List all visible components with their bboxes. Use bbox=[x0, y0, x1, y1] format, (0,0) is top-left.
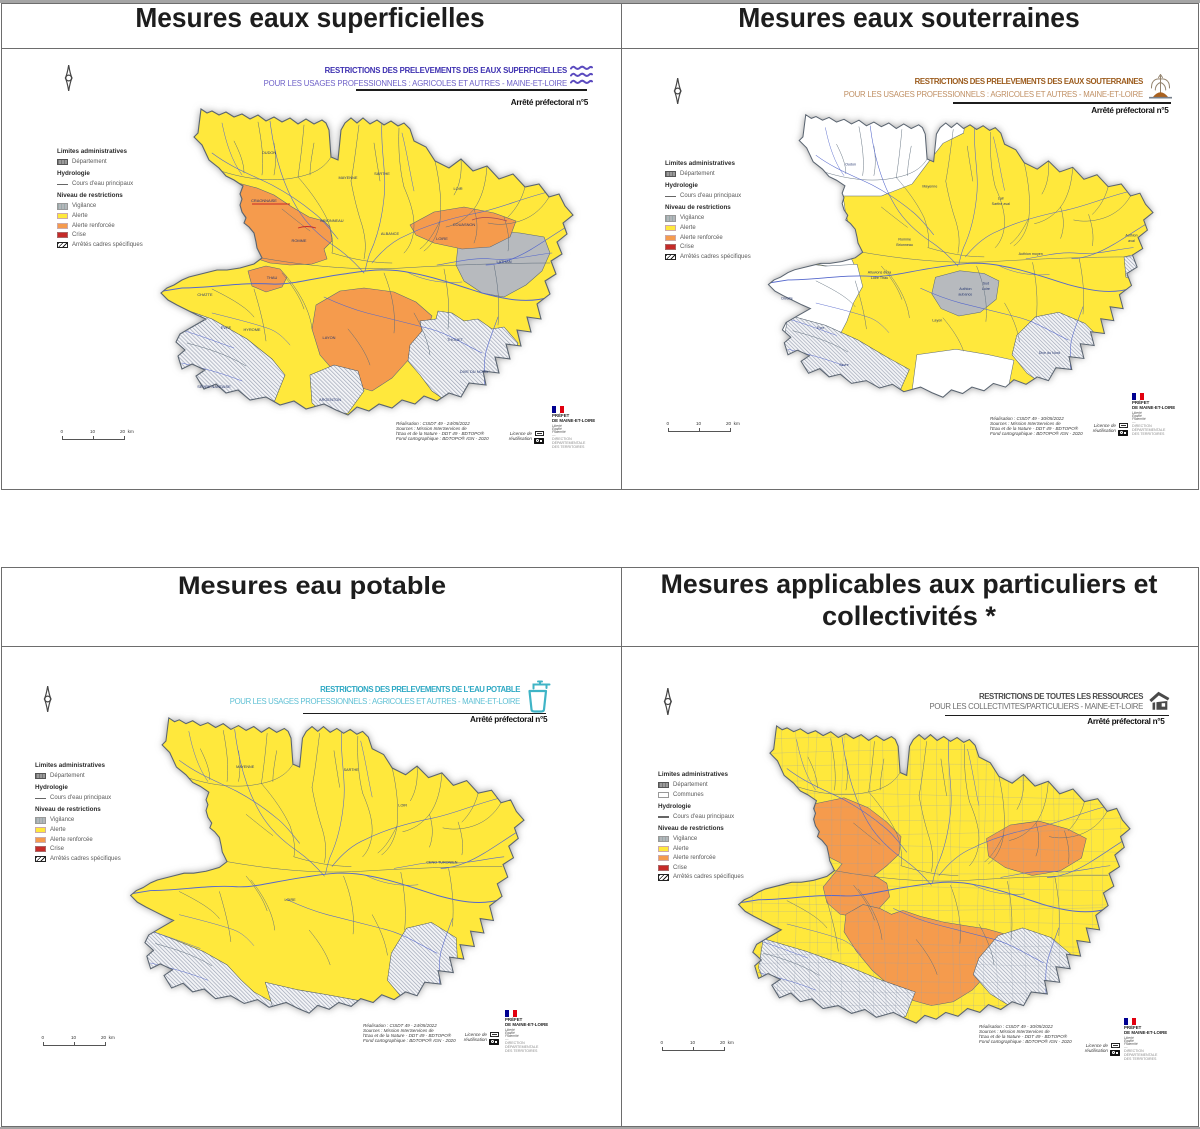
svg-text:Sevre: Sevre bbox=[839, 363, 848, 367]
svg-text:COUASNON: COUASNON bbox=[453, 222, 476, 227]
svg-text:EVRE: EVRE bbox=[221, 325, 232, 330]
svg-text:Loire Thau: Loire Thau bbox=[870, 276, 887, 280]
svg-text:SARTHE: SARTHE bbox=[374, 171, 390, 176]
svg-text:SEVRE NANTAISE: SEVRE NANTAISE bbox=[197, 384, 231, 389]
svg-text:Sarthe aval: Sarthe aval bbox=[991, 202, 1010, 206]
svg-text:Brionneau: Brionneau bbox=[896, 243, 913, 247]
svg-text:MAYENNE: MAYENNE bbox=[236, 765, 255, 769]
svg-text:Romme: Romme bbox=[898, 238, 911, 242]
svg-text:Divatte: Divatte bbox=[781, 297, 792, 301]
svg-text:ROMME: ROMME bbox=[292, 238, 307, 243]
svg-text:Evre: Evre bbox=[816, 326, 823, 330]
svg-text:Dive du Nord: Dive du Nord bbox=[1038, 351, 1059, 355]
svg-text:Sud: Sud bbox=[982, 282, 988, 286]
svg-text:Authion: Authion bbox=[959, 287, 971, 291]
svg-text:aubance: aubance bbox=[958, 293, 972, 297]
svg-text:CHATTE: CHATTE bbox=[197, 292, 213, 297]
svg-text:CENO TURONIEN: CENO TURONIEN bbox=[426, 861, 457, 865]
svg-text:SARTHE: SARTHE bbox=[343, 768, 359, 772]
svg-text:aval: aval bbox=[1128, 239, 1135, 243]
svg-text:LOIRE: LOIRE bbox=[436, 236, 448, 241]
svg-text:THAU: THAU bbox=[267, 275, 278, 280]
svg-text:LATHAN: LATHAN bbox=[496, 259, 511, 264]
svg-text:Oudon: Oudon bbox=[845, 163, 856, 167]
svg-text:MAYENNE: MAYENNE bbox=[339, 175, 358, 180]
svg-text:LOIR: LOIR bbox=[398, 804, 407, 808]
svg-text:ARGENTON: ARGENTON bbox=[319, 397, 341, 402]
svg-text:OUDON: OUDON bbox=[262, 150, 277, 155]
svg-text:HYROME: HYROME bbox=[243, 327, 260, 332]
svg-text:Authion: Authion bbox=[1125, 234, 1137, 238]
svg-text:Mayenne: Mayenne bbox=[922, 185, 937, 189]
svg-text:ALBANCE: ALBANCE bbox=[381, 231, 400, 236]
svg-text:BRIONNEAU: BRIONNEAU bbox=[320, 218, 343, 223]
svg-text:Layon: Layon bbox=[932, 319, 942, 323]
svg-text:Loire: Loire bbox=[981, 287, 989, 291]
svg-text:CRAONNAISE: CRAONNAISE bbox=[251, 198, 277, 203]
svg-text:Lair: Lair bbox=[997, 197, 1004, 201]
svg-text:DIVE DU NORD: DIVE DU NORD bbox=[460, 369, 489, 374]
svg-text:Authion moyen: Authion moyen bbox=[1018, 252, 1042, 256]
svg-text:Alluvions de la: Alluvions de la bbox=[867, 271, 890, 275]
svg-text:THOUET: THOUET bbox=[447, 337, 464, 342]
svg-text:LAYON: LAYON bbox=[323, 335, 336, 340]
svg-text:LOIR: LOIR bbox=[453, 186, 462, 191]
svg-text:LOIRE: LOIRE bbox=[284, 898, 296, 902]
